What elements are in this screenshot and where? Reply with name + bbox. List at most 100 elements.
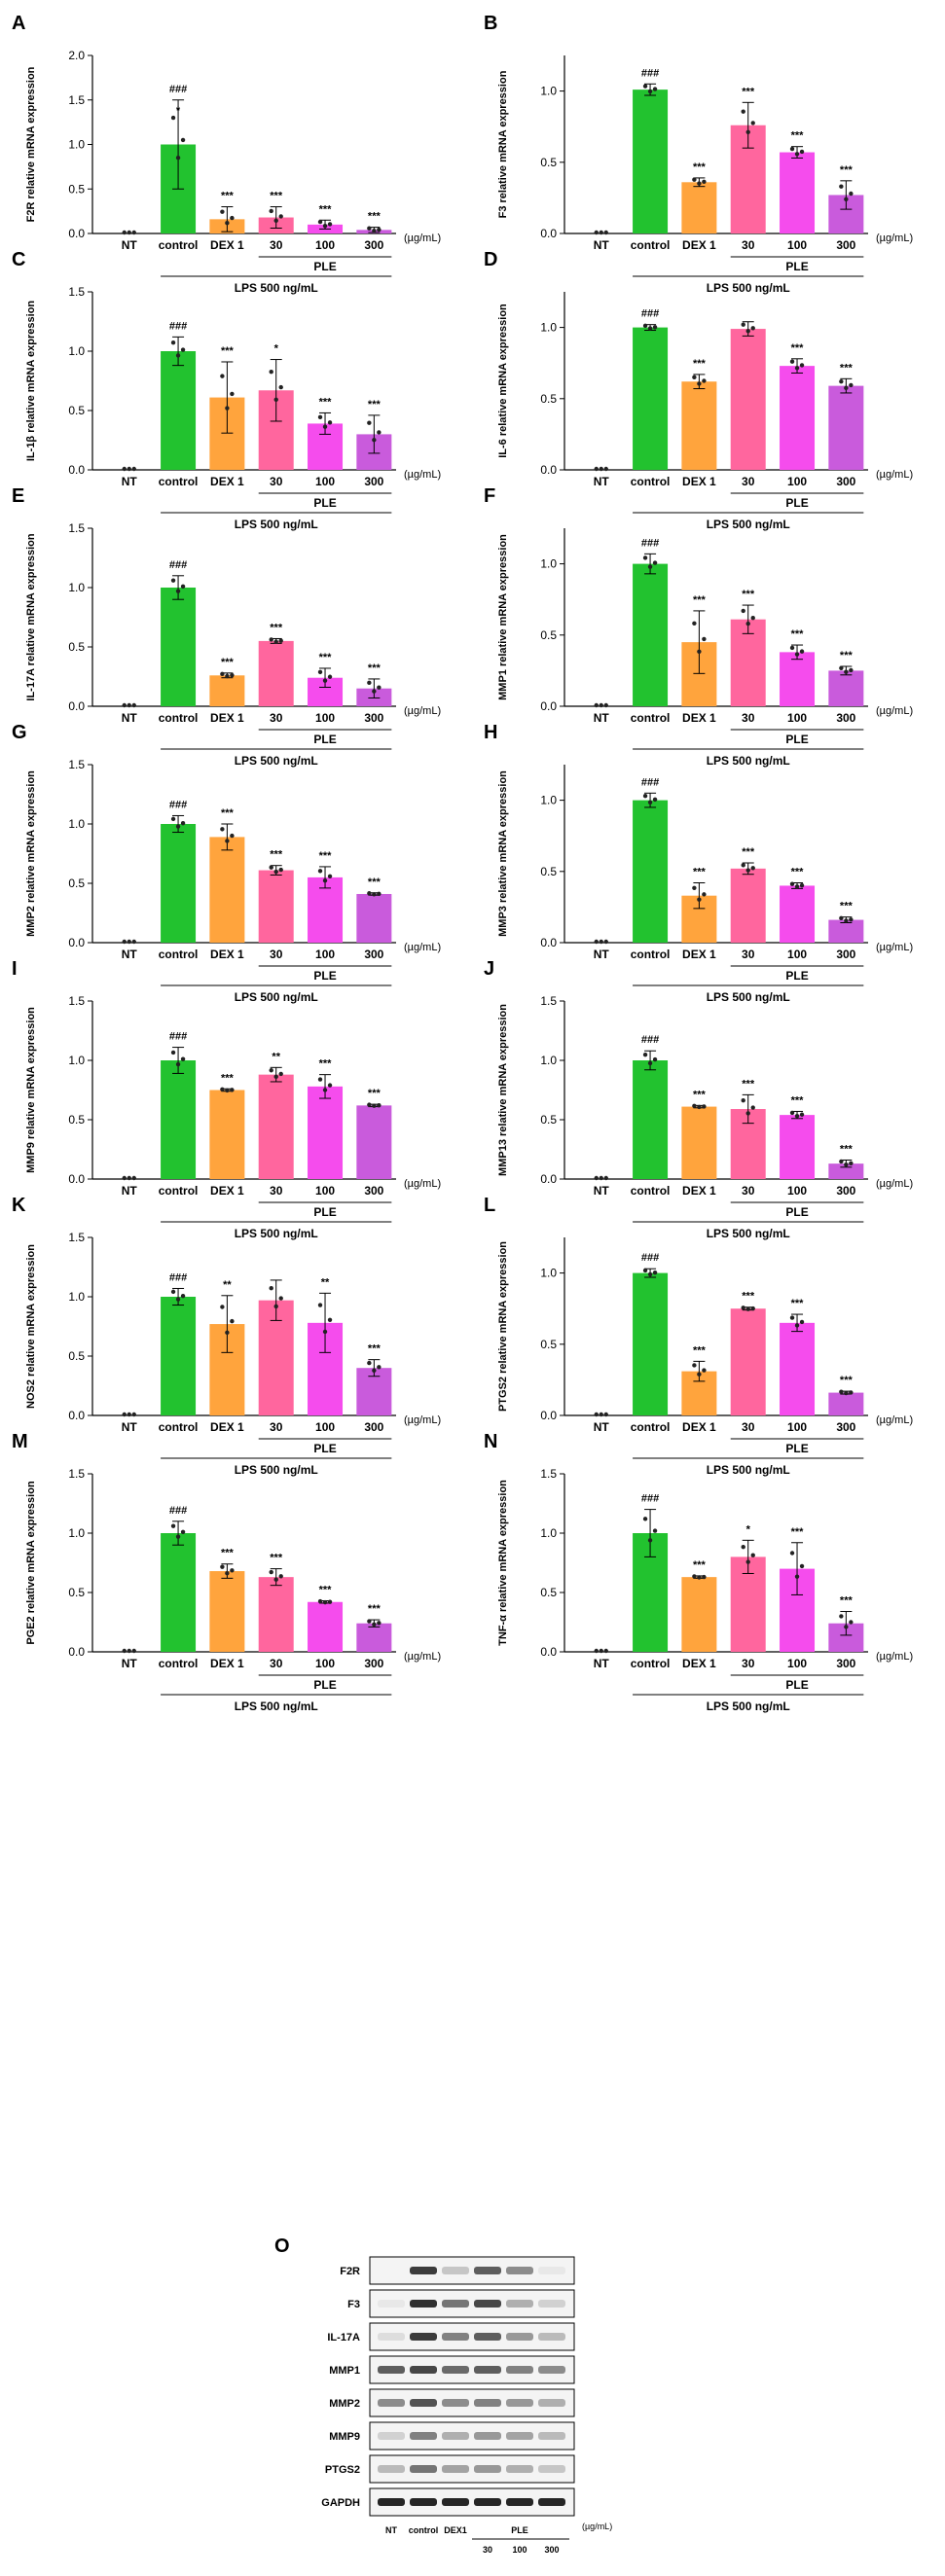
bar-control	[633, 563, 669, 706]
x-tick-label: DEX 1	[210, 475, 244, 488]
data-point	[131, 1175, 136, 1181]
unit-label: (µg/mL)	[876, 1414, 913, 1426]
unit-label: (µg/mL)	[404, 1178, 441, 1190]
band	[442, 2498, 469, 2506]
x-tick-label: NT	[122, 475, 138, 488]
band-label: IL-17A	[327, 2332, 360, 2343]
x-tick-label: control	[631, 948, 671, 961]
data-point	[642, 1052, 648, 1057]
significance-label: **	[223, 1279, 232, 1291]
x-tick-label: 30	[270, 948, 283, 961]
band	[506, 2267, 533, 2274]
treatment-label: LPS 500 ng/mL	[235, 1463, 318, 1477]
band	[442, 2333, 469, 2341]
band	[474, 2300, 501, 2308]
panel-a: A 0.0 0.5 1.0 1.5 2.0 F2R relative mRNA expres…	[12, 13, 441, 295]
data-point	[794, 652, 800, 657]
data-point	[127, 702, 131, 708]
panel-letter: M	[12, 1431, 28, 1452]
data-point	[175, 1297, 181, 1302]
band	[538, 2432, 565, 2440]
data-point	[642, 323, 648, 329]
data-point	[603, 1412, 608, 1417]
bar-dex-1	[209, 837, 245, 943]
unit-label: (µg/mL)	[404, 942, 441, 953]
unit-label: (µg/mL)	[876, 705, 913, 717]
band	[474, 2465, 501, 2473]
data-point	[647, 89, 653, 94]
band	[474, 2366, 501, 2374]
data-point	[844, 1625, 849, 1629]
y-tick-label: 0.0	[540, 936, 557, 949]
x-tick-label: NT	[122, 1184, 138, 1198]
x-tick-label: DEX 1	[682, 1420, 716, 1434]
data-point	[741, 863, 745, 868]
significance-label: ***	[791, 1298, 805, 1309]
y-tick-label: 0.0	[68, 1645, 85, 1659]
data-point	[230, 391, 235, 397]
data-point	[317, 219, 323, 225]
y-tick-label: 0.0	[68, 463, 85, 477]
data-point	[789, 1315, 795, 1320]
band	[378, 2399, 405, 2407]
y-tick-label: 0.5	[540, 1113, 557, 1127]
data-point	[377, 1621, 382, 1626]
y-tick-label: 0.0	[540, 227, 557, 240]
data-point	[180, 1529, 186, 1534]
bar-control	[161, 1297, 197, 1415]
y-tick-label: 1.0	[68, 1054, 85, 1067]
treatment-label: LPS 500 ng/mL	[707, 990, 790, 1004]
bar-30	[258, 1577, 294, 1652]
data-point	[122, 1412, 127, 1417]
significance-label: ***	[368, 1088, 382, 1099]
band	[474, 2432, 501, 2440]
data-point	[789, 146, 795, 152]
data-point	[789, 1110, 795, 1116]
lane-label: control	[409, 2525, 439, 2535]
data-point	[170, 1523, 176, 1528]
x-tick-label: 300	[364, 238, 383, 252]
significance-label: ***	[270, 849, 283, 861]
significance-label: ***	[693, 1559, 707, 1571]
significance-label: ###	[169, 84, 187, 95]
significance-label: ###	[169, 320, 187, 332]
bar-control	[633, 327, 669, 470]
data-point	[180, 1293, 186, 1299]
band	[410, 2465, 437, 2473]
significance-label: ***	[319, 1058, 333, 1070]
y-tick-label: 0.5	[540, 865, 557, 878]
y-tick-label: 2.0	[68, 49, 85, 62]
band	[506, 2399, 533, 2407]
significance-label: ***	[319, 1585, 333, 1596]
data-point	[122, 1648, 127, 1654]
x-tick-label: NT	[594, 948, 610, 961]
data-point	[692, 1363, 697, 1368]
x-tick-label: NT	[594, 238, 610, 252]
treatment-label: LPS 500 ng/mL	[235, 754, 318, 768]
data-point	[799, 149, 805, 155]
significance-label: ***	[840, 901, 854, 912]
significance-label: ***	[221, 191, 235, 202]
x-tick-label: 100	[787, 238, 807, 252]
y-tick-label: 1.0	[68, 817, 85, 831]
x-tick-label: 300	[836, 475, 855, 488]
significance-label: ***	[791, 1526, 805, 1538]
y-tick-label: 1.5	[68, 994, 85, 1008]
data-point	[377, 1103, 382, 1108]
significance-label: ***	[791, 1094, 805, 1106]
y-tick-label: 1.5	[68, 1231, 85, 1244]
significance-label: ***	[221, 1072, 235, 1084]
band	[410, 2267, 437, 2274]
unit-label: (µg/mL)	[404, 233, 441, 244]
bar-100	[780, 1115, 816, 1179]
y-tick-label: 1.0	[540, 557, 557, 571]
bar-30	[730, 868, 766, 943]
data-point	[131, 1648, 136, 1654]
x-tick-label: control	[159, 1420, 199, 1434]
data-point	[131, 466, 136, 472]
band	[442, 2366, 469, 2374]
data-point	[745, 621, 750, 626]
x-tick-label: control	[159, 1657, 199, 1670]
data-point	[269, 1068, 273, 1073]
x-tick-label: DEX 1	[210, 1657, 244, 1670]
